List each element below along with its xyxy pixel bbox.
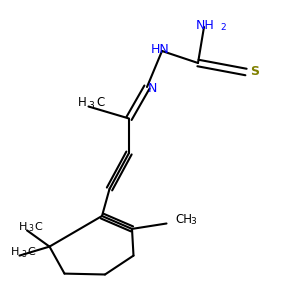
Text: 3: 3 [28, 224, 33, 233]
Text: C: C [96, 96, 105, 110]
Text: 3: 3 [190, 218, 196, 226]
Text: H: H [19, 222, 27, 232]
Text: C: C [34, 222, 42, 232]
Text: 3: 3 [88, 100, 94, 109]
Text: 2: 2 [221, 22, 226, 32]
Text: C: C [27, 247, 35, 257]
Text: CH: CH [175, 213, 192, 226]
Text: H: H [11, 247, 20, 257]
Text: N: N [148, 82, 157, 95]
Text: HN: HN [151, 43, 170, 56]
Text: NH: NH [196, 19, 215, 32]
Text: 3: 3 [21, 250, 26, 259]
Text: H: H [78, 96, 87, 110]
Text: S: S [250, 64, 260, 78]
